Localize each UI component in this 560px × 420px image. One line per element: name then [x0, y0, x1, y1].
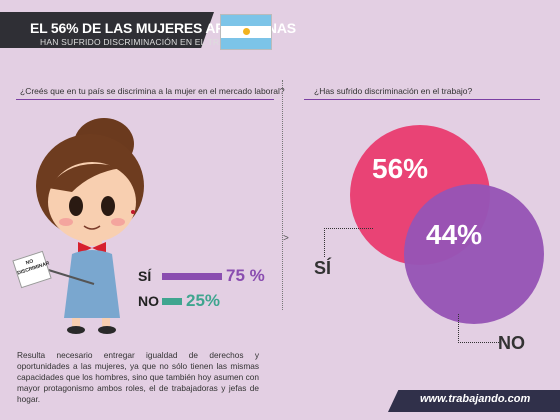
bar-row-no: NO 25% — [138, 291, 220, 311]
vertical-separator — [282, 80, 283, 310]
answer-label-si: SÍ — [314, 258, 332, 278]
website-banner — [388, 390, 560, 412]
bar-label-si: SÍ — [138, 268, 152, 284]
bar-si — [162, 272, 222, 280]
website-link[interactable]: www.trabajando.com — [420, 393, 531, 405]
chevron-right-icon: > — [283, 233, 289, 244]
question-right: ¿Has sufrido discriminación en el trabaj… — [314, 86, 473, 96]
argentina-flag-icon — [220, 14, 272, 50]
circle-value-no: 44% — [426, 219, 483, 250]
girl-illustration — [36, 118, 144, 334]
divider-right — [304, 99, 540, 100]
circle-no — [404, 184, 544, 324]
leader-line-no — [458, 314, 499, 343]
header-banner — [0, 12, 214, 48]
answer-label-no: NO — [498, 333, 525, 353]
note-text: Resulta necesario entregar igualdad de d… — [17, 350, 259, 404]
bar-label-no: NO — [138, 293, 159, 309]
leader-line-si — [324, 228, 373, 257]
bar-value-no: 25% — [186, 291, 221, 310]
bar-value-si: 75 % — [226, 266, 265, 285]
circle-value-si: 56% — [372, 153, 429, 184]
bar-no — [162, 297, 182, 305]
page-subtitle: HAN SUFRIDO DISCRIMINACIÓN EN EL TRABAJO — [40, 37, 249, 47]
question-left: ¿Creés que en tu país se discrimina a la… — [20, 86, 285, 96]
divider-left — [16, 99, 274, 100]
bar-row-si: SÍ 75 % — [138, 266, 265, 286]
